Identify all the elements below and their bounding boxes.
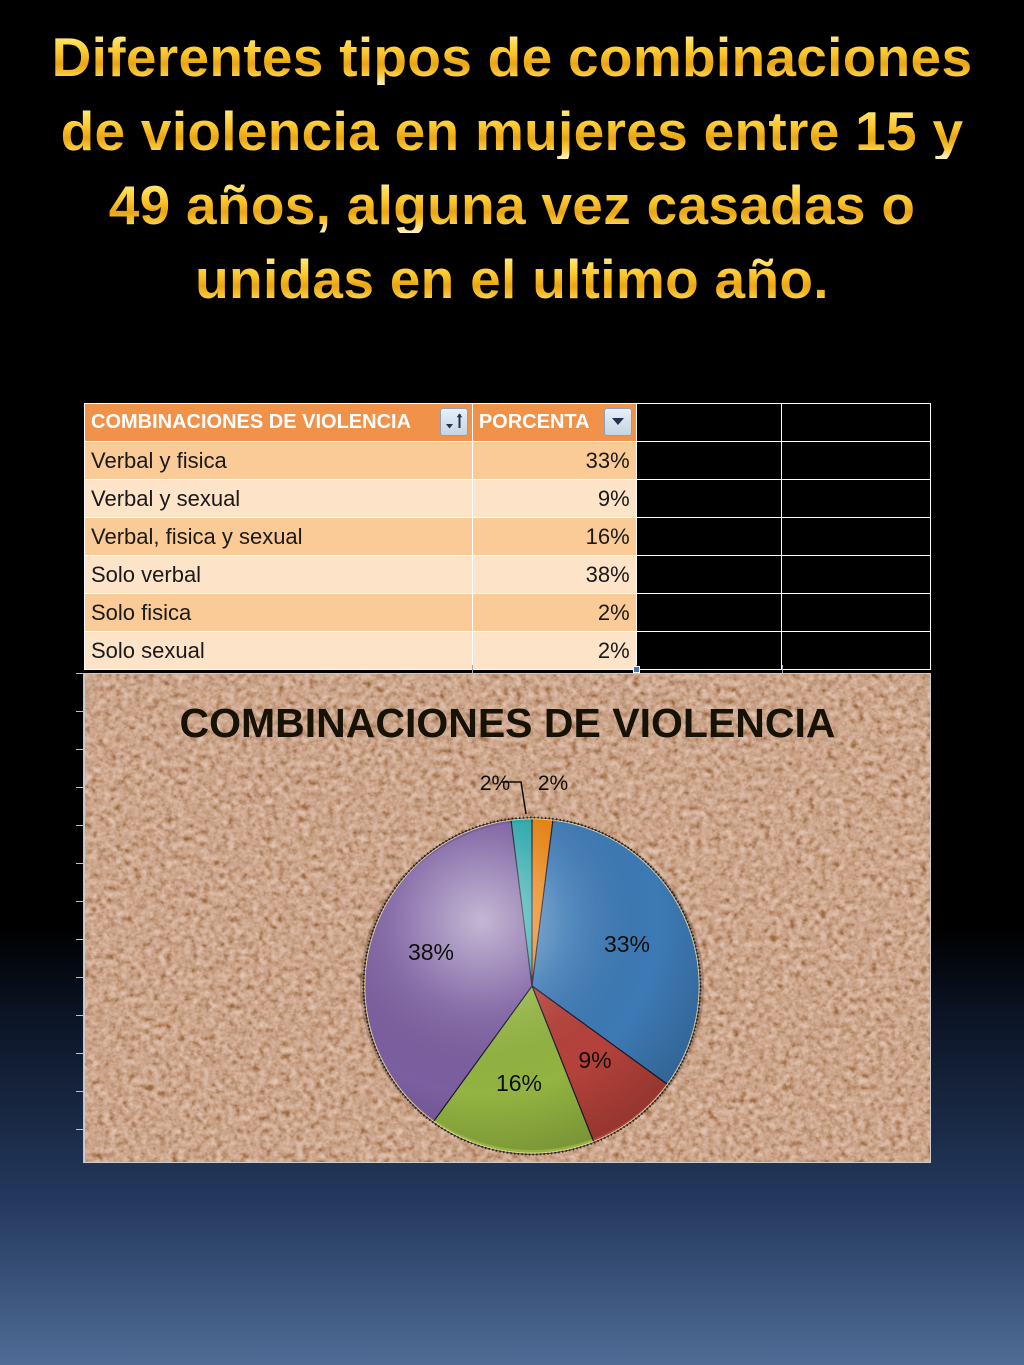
svg-text:16%: 16% bbox=[496, 1070, 542, 1096]
svg-text:2%: 2% bbox=[538, 772, 568, 795]
svg-text:38%: 38% bbox=[408, 939, 454, 965]
svg-text:9%: 9% bbox=[578, 1047, 611, 1073]
svg-text:33%: 33% bbox=[604, 931, 650, 957]
svg-text:2%: 2% bbox=[480, 772, 510, 795]
